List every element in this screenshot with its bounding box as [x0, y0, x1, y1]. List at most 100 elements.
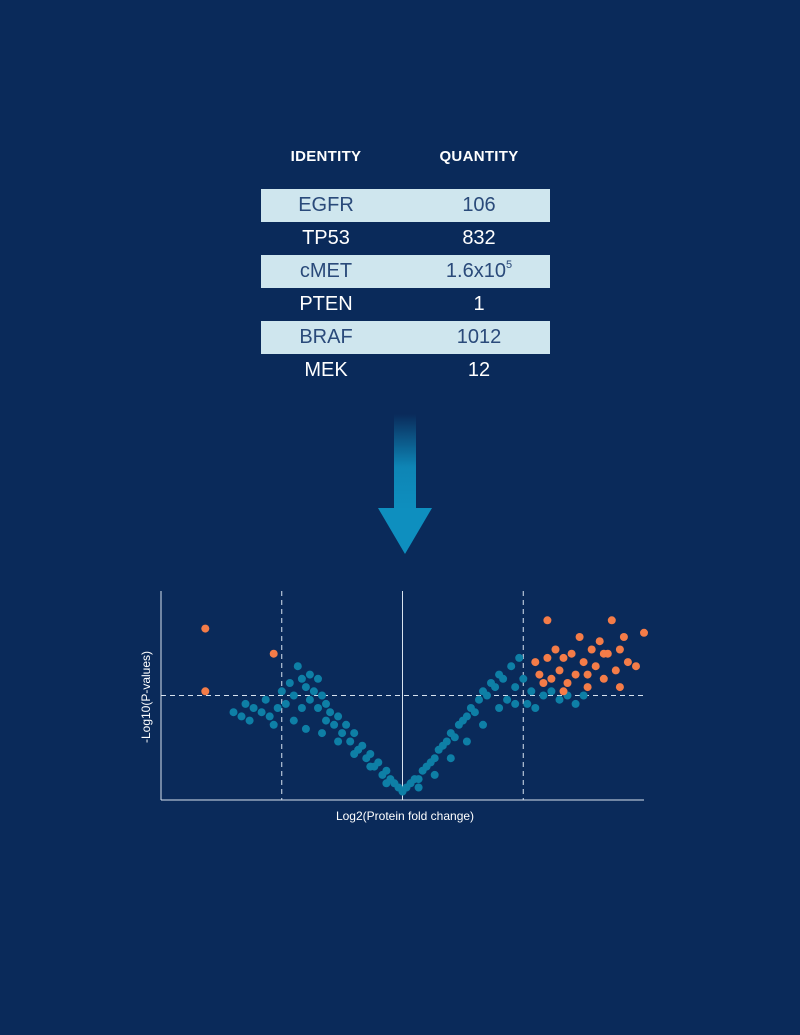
- not-significant-point: [547, 687, 556, 696]
- quantity-cell: 1012: [456, 326, 502, 348]
- quantity-cell: 1.6x105: [445, 259, 513, 283]
- not-significant-point: [338, 729, 347, 738]
- significant-point: [539, 679, 548, 687]
- quantity-cell: 1: [473, 293, 485, 315]
- significant-point: [559, 687, 568, 696]
- not-significant-point: [527, 687, 536, 696]
- not-significant-point: [462, 737, 471, 746]
- significant-point: [599, 674, 608, 683]
- not-significant-point: [322, 716, 330, 725]
- not-significant-point: [531, 704, 540, 712]
- not-significant-point: [507, 662, 516, 671]
- not-significant-point: [539, 691, 548, 700]
- significant-point: [583, 670, 592, 679]
- identity-cell: EGFR: [298, 194, 354, 216]
- table-row: EGFR 106: [261, 189, 550, 222]
- not-significant-point: [322, 699, 330, 708]
- significant-point: [599, 649, 608, 658]
- significant-point: [615, 683, 624, 692]
- not-significant-point: [366, 750, 375, 758]
- not-significant-point: [257, 708, 266, 717]
- quantity-cell: 832: [462, 227, 496, 249]
- volcano-plot: Log2(Protein fold change) -Log10(P-value…: [140, 591, 648, 823]
- not-significant-point: [462, 712, 471, 721]
- not-significant-point: [237, 712, 246, 721]
- significant-point: [559, 653, 568, 662]
- not-significant-point: [289, 691, 298, 700]
- not-significant-point: [249, 704, 258, 712]
- not-significant-point: [241, 699, 250, 708]
- not-significant-point: [358, 741, 367, 750]
- significant-point: [595, 637, 604, 646]
- not-significant-point: [269, 720, 278, 729]
- not-significant-point: [289, 716, 298, 725]
- not-significant-point: [414, 775, 423, 784]
- table-row: BRAF 1012: [261, 321, 550, 354]
- significant-point: [632, 662, 640, 671]
- significant-point: [567, 649, 576, 658]
- not-significant-point: [499, 674, 508, 683]
- x-axis-label: Log2(Protein fold change): [336, 809, 474, 823]
- not-significant-point: [318, 691, 326, 700]
- not-significant-point: [571, 699, 580, 708]
- not-significant-point: [503, 695, 512, 704]
- not-significant-point: [273, 704, 282, 712]
- not-significant-point: [305, 695, 314, 704]
- identity-cell: PTEN: [299, 293, 353, 315]
- significant-point: [623, 658, 632, 667]
- significant-point: [615, 645, 624, 654]
- identity-cell: MEK: [304, 359, 348, 381]
- not-significant-point: [479, 720, 487, 729]
- not-significant-point: [555, 695, 564, 704]
- not-significant-point: [414, 783, 423, 792]
- not-significant-point: [350, 729, 359, 738]
- not-significant-point: [495, 704, 504, 712]
- not-significant-point: [245, 716, 254, 725]
- not-significant-point: [382, 779, 391, 788]
- not-significant-point: [297, 704, 306, 712]
- not-significant-point: [297, 674, 306, 683]
- not-significant-point: [350, 750, 359, 758]
- significant-point: [535, 670, 544, 679]
- not-significant-point: [515, 653, 524, 662]
- identity-cell: TP53: [302, 227, 350, 249]
- not-significant-point: [366, 762, 375, 771]
- significant-point: [619, 633, 628, 641]
- not-significant-point: [301, 683, 310, 692]
- down-arrow-icon: [378, 414, 432, 554]
- not-significant-point: [305, 670, 314, 679]
- significant-point: [611, 666, 620, 675]
- not-significant-point: [442, 737, 451, 746]
- not-significant-point: [281, 699, 290, 708]
- not-significant-point: [382, 766, 391, 775]
- significant-point: [531, 658, 540, 667]
- not-significant-point: [334, 712, 343, 721]
- not-significant-point: [374, 758, 383, 767]
- not-significant-point: [519, 674, 528, 683]
- significant-point: [543, 616, 552, 625]
- significant-point: [591, 662, 600, 671]
- not-significant-point: [483, 691, 491, 700]
- significant-point: [269, 649, 278, 658]
- not-significant-point: [293, 662, 302, 671]
- not-significant-point: [511, 683, 520, 692]
- not-significant-point: [261, 695, 270, 704]
- significant-point: [571, 670, 580, 679]
- identity-cell: cMET: [299, 260, 353, 282]
- not-significant-point: [450, 733, 459, 742]
- not-significant-point: [430, 770, 439, 779]
- significant-point: [201, 687, 210, 696]
- not-significant-point: [342, 720, 351, 729]
- not-significant-point: [301, 724, 310, 733]
- significant-point: [543, 653, 552, 662]
- not-significant-point: [430, 754, 439, 763]
- not-significant-point: [346, 737, 355, 746]
- significant-point: [551, 645, 560, 654]
- not-significant-point: [334, 737, 343, 746]
- significant-point: [640, 628, 648, 637]
- not-significant-point: [285, 679, 294, 687]
- significant-point: [607, 616, 616, 625]
- quantity-column-header: QUANTITY: [439, 148, 519, 165]
- not-significant-point: [265, 712, 274, 721]
- table-row: PTEN 1: [261, 288, 550, 321]
